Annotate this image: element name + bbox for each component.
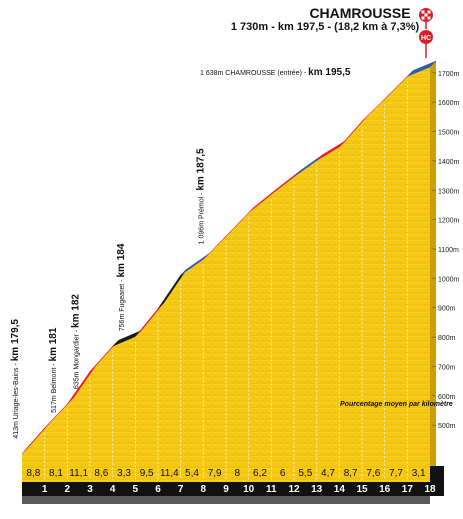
gradient-value: 8 xyxy=(235,468,241,479)
gradient-legend: Pourcentage moyen par kilomètre xyxy=(340,401,453,408)
km-marker-9: 9 xyxy=(223,484,229,495)
gradient-value: 8,6 xyxy=(94,468,108,479)
y-tick-label: 1100m xyxy=(438,247,459,254)
km-marker-2: 2 xyxy=(65,484,71,495)
landmark-place: 756m Fugearet - xyxy=(119,278,126,332)
summit-title: CHAMROUSSE xyxy=(309,5,411,21)
km-marker-15: 15 xyxy=(356,484,368,495)
gradient-value: 6,2 xyxy=(253,468,267,479)
landmark-place: 1 638m CHAMROUSSE (entrée) - xyxy=(200,70,308,77)
y-tick-label: 1700m xyxy=(438,71,460,78)
gradient-value: 9,5 xyxy=(140,468,154,479)
km-marker-17: 17 xyxy=(402,484,414,495)
km-marker-13: 13 xyxy=(311,484,323,495)
landmark-label: 1 096m Prémol - km 187,5 xyxy=(195,148,206,244)
y-tick-label: 700m xyxy=(438,364,456,371)
gradient-value: 7,6 xyxy=(366,468,380,479)
flag-square xyxy=(424,13,428,17)
y-tick-label: 900m xyxy=(438,306,456,313)
landmark-place: 413m Uriage-les-Bains - xyxy=(13,361,20,438)
gradient-value: 11,4 xyxy=(160,468,179,479)
landmark-place: 635m Mongardier - xyxy=(74,328,81,389)
landmark-place: 1 096m Prémol - xyxy=(198,191,205,245)
y-tick-label: 500m xyxy=(438,423,456,430)
hc-badge-icon xyxy=(419,30,433,44)
km-marker-11: 11 xyxy=(266,484,277,495)
flag-square xyxy=(421,16,425,20)
km-marker-10: 10 xyxy=(243,484,255,495)
km-band-end xyxy=(430,466,444,496)
road-segment xyxy=(407,60,437,77)
gradient-value: 4,7 xyxy=(321,468,335,479)
y-tick-label: 800m xyxy=(438,335,456,342)
landmark-label: 635m Mongardier - km 182 xyxy=(71,294,82,389)
km-band xyxy=(22,477,436,496)
y-tick-label: 1200m xyxy=(438,218,460,225)
gradient-value: 8,7 xyxy=(344,468,358,479)
flag-square xyxy=(427,16,431,20)
landmark-label: 1 638m CHAMROUSSE (entrée) - km 195,5 xyxy=(200,67,351,78)
gradient-value: 5,4 xyxy=(185,468,199,479)
landmark-km: km 195,5 xyxy=(308,67,351,78)
gradient-value: 3,1 xyxy=(412,468,426,479)
km-marker-1: 1 xyxy=(42,484,48,495)
landmark-km: km 182 xyxy=(71,294,82,328)
landmark-km: km 181 xyxy=(48,327,59,361)
km-marker-5: 5 xyxy=(133,484,139,495)
km-marker-7: 7 xyxy=(178,484,184,495)
y-tick-label: 1600m xyxy=(438,100,460,107)
summit-detail: 1 730m - km 197,5 - (18,2 km à 7,3%) xyxy=(230,21,420,33)
landmark-place: 517m Belmont - xyxy=(51,361,58,412)
gradient-value: 5,5 xyxy=(298,468,312,479)
km-marker-18: 18 xyxy=(424,484,436,495)
y-tick-label: 1000m xyxy=(438,276,460,283)
landmark-km: km 187,5 xyxy=(195,148,206,191)
gradient-value: 7,9 xyxy=(208,468,222,479)
km-marker-3: 3 xyxy=(87,484,93,495)
y-tick-label: 1300m xyxy=(438,188,460,195)
landmark-label: 756m Fugearet - km 184 xyxy=(116,243,127,331)
y-tick-label: 1400m xyxy=(438,159,460,166)
gradient-value: 3,3 xyxy=(117,468,131,479)
km-marker-8: 8 xyxy=(201,484,207,495)
km-band-shadow xyxy=(22,496,430,504)
km-marker-16: 16 xyxy=(379,484,391,495)
landmark-km: km 179,5 xyxy=(10,319,21,362)
km-marker-12: 12 xyxy=(288,484,300,495)
landmark-label: 413m Uriage-les-Bains - km 179,5 xyxy=(10,319,21,439)
landmark-label: 517m Belmont - km 181 xyxy=(48,327,59,413)
gradient-value: 11,1 xyxy=(69,468,88,479)
gradient-value: 6 xyxy=(280,468,286,479)
flag-square xyxy=(421,10,425,14)
y-tick-label: 1500m xyxy=(438,130,460,137)
gradient-value: 7,7 xyxy=(389,468,403,479)
km-marker-6: 6 xyxy=(155,484,161,495)
gradient-value: 8,8 xyxy=(26,468,40,479)
hc-badge-label: HC xyxy=(421,35,431,42)
km-marker-14: 14 xyxy=(334,484,346,495)
profile-side-wall xyxy=(430,61,436,483)
gradient-value: 8,1 xyxy=(49,468,63,479)
y-tick-label: 600m xyxy=(438,394,456,401)
flag-square xyxy=(427,10,431,14)
km-marker-4: 4 xyxy=(110,484,116,495)
landmark-km: km 184 xyxy=(116,243,127,277)
